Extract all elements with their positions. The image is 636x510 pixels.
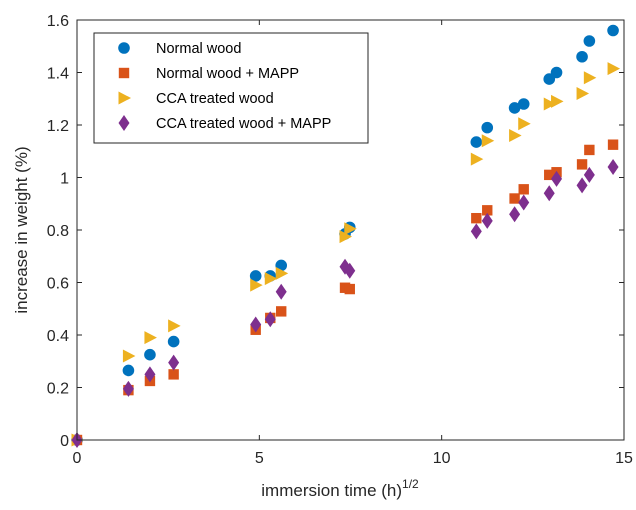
data-point xyxy=(276,306,287,317)
data-point xyxy=(144,331,157,345)
legend: Normal wood Normal wood + MAPP CCA treated… xyxy=(93,32,369,144)
data-point xyxy=(470,223,482,240)
data-point xyxy=(517,98,530,110)
data-point xyxy=(344,262,356,279)
y-tick-label: 0 xyxy=(60,433,69,450)
data-point xyxy=(508,102,521,114)
legend-label: CCA treated wood + MAPP xyxy=(156,116,331,132)
data-point xyxy=(344,222,357,236)
data-point xyxy=(470,136,483,148)
data-point xyxy=(607,159,619,175)
data-point xyxy=(583,71,597,85)
data-point xyxy=(470,152,484,166)
data-point xyxy=(551,94,564,108)
data-point xyxy=(122,349,136,363)
data-point xyxy=(550,66,563,79)
data-point xyxy=(518,184,529,195)
x-tick-label: 10 xyxy=(433,450,451,467)
data-point xyxy=(168,354,180,371)
data-point xyxy=(583,35,596,47)
data-point xyxy=(264,311,276,328)
legend-label: CCA treated wood xyxy=(156,91,274,107)
data-point xyxy=(509,129,522,142)
data-point xyxy=(144,348,156,361)
y-tick-label: 0.8 xyxy=(47,223,69,240)
data-point xyxy=(122,380,134,397)
data-point xyxy=(144,366,156,383)
data-point xyxy=(576,50,588,63)
data-point xyxy=(576,87,590,100)
data-point xyxy=(481,212,493,229)
x-tick-label: 0 xyxy=(73,450,82,467)
data-point xyxy=(544,169,555,181)
axes: 0 5 10 15 0 0.2 0.4 0.6 0.8 1 1.2 1.4 1.6 xyxy=(47,13,633,467)
data-point xyxy=(471,212,482,224)
x-tick-label: 5 xyxy=(255,450,264,467)
data-point xyxy=(583,166,595,183)
data-point xyxy=(249,270,262,282)
y-tick-label: 1 xyxy=(60,171,69,188)
data-point xyxy=(518,194,530,211)
data-point xyxy=(481,121,494,134)
y-tick-label: 0.4 xyxy=(47,328,69,345)
data-point xyxy=(275,266,289,280)
x-axis-title-superscript: 1/2 xyxy=(402,477,419,491)
y-tick-label: 0.2 xyxy=(47,381,69,398)
data-point xyxy=(543,185,555,202)
data-point xyxy=(509,193,520,204)
data-point xyxy=(168,369,179,380)
data-point xyxy=(551,170,563,187)
data-point xyxy=(264,272,278,286)
y-tick-label: 1.2 xyxy=(47,118,69,135)
legend-marker xyxy=(118,115,130,131)
data-point xyxy=(250,278,263,292)
y-tick-label: 1.6 xyxy=(47,13,69,30)
legend-label: Normal wood xyxy=(156,41,241,57)
x-axis-title-main: immersion time (h) xyxy=(261,481,402,500)
y-tick-label: 1.4 xyxy=(47,66,69,83)
data-point xyxy=(168,319,181,333)
data-point xyxy=(607,139,619,150)
legend-marker xyxy=(118,67,130,79)
data-point xyxy=(344,283,355,295)
data-point xyxy=(543,97,557,111)
series-1 xyxy=(71,24,619,446)
legend-marker xyxy=(118,42,130,54)
data-point xyxy=(518,117,531,131)
legend-marker xyxy=(118,91,131,105)
legend-label: Normal wood + MAPP xyxy=(156,66,299,82)
data-point xyxy=(584,144,595,156)
data-point xyxy=(481,134,495,148)
data-point xyxy=(607,62,621,76)
data-point xyxy=(250,316,262,333)
data-point xyxy=(275,283,287,300)
data-point xyxy=(482,205,493,216)
x-tick-label: 15 xyxy=(615,450,633,467)
y-axis-title: increase in weight (%) xyxy=(12,146,31,313)
data-point xyxy=(167,335,180,348)
x-axis-title: immersion time (h)1/2 xyxy=(261,477,419,500)
series-3 xyxy=(71,62,621,447)
data-point xyxy=(576,177,588,194)
data-point xyxy=(607,24,619,37)
y-tick-label: 0.6 xyxy=(47,276,69,293)
data-point xyxy=(339,230,353,244)
data-point xyxy=(576,159,588,170)
data-point xyxy=(122,364,135,377)
legend-box xyxy=(93,32,369,144)
data-point xyxy=(509,206,521,223)
